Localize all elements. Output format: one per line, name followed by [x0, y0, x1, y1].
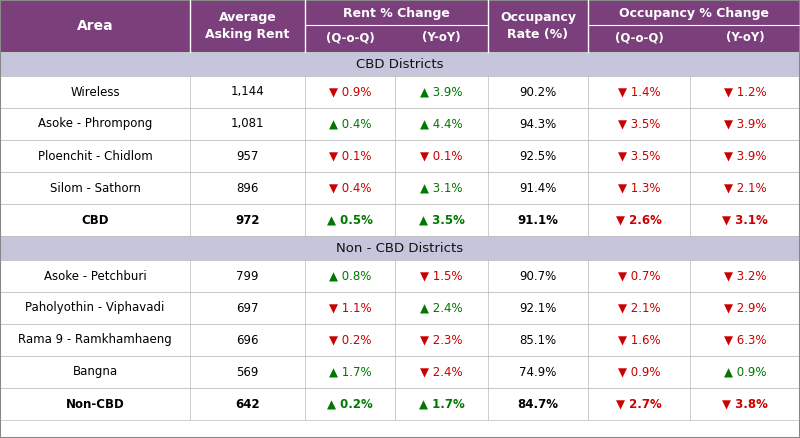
- Text: ▼ 2.4%: ▼ 2.4%: [420, 365, 463, 378]
- Text: 94.3%: 94.3%: [519, 117, 557, 131]
- Text: Non-CBD: Non-CBD: [66, 398, 124, 410]
- Text: ▼ 2.7%: ▼ 2.7%: [616, 398, 662, 410]
- Text: ▼ 3.5%: ▼ 3.5%: [618, 117, 660, 131]
- Bar: [0, 140, 800, 172]
- Text: ▼ 3.5%: ▼ 3.5%: [618, 149, 660, 162]
- Text: ▲ 0.5%: ▲ 0.5%: [327, 213, 373, 226]
- Bar: [0, 324, 800, 356]
- Text: Bangna: Bangna: [73, 365, 118, 378]
- Text: ▼ 1.2%: ▼ 1.2%: [724, 85, 766, 99]
- Text: 92.1%: 92.1%: [519, 301, 557, 314]
- Text: ▲ 0.4%: ▲ 0.4%: [329, 117, 371, 131]
- Text: ▲ 3.9%: ▲ 3.9%: [420, 85, 462, 99]
- Text: (Y-oY): (Y-oY): [726, 32, 764, 45]
- Text: 84.7%: 84.7%: [518, 398, 558, 410]
- Bar: [0, 172, 800, 204]
- Text: Wireless: Wireless: [70, 85, 120, 99]
- Text: ▼ 0.1%: ▼ 0.1%: [420, 149, 462, 162]
- Text: CBD Districts: CBD Districts: [356, 57, 444, 71]
- Text: 972: 972: [235, 213, 260, 226]
- Bar: [0, 108, 800, 140]
- Text: (Q-o-Q): (Q-o-Q): [614, 32, 663, 45]
- Text: ▼ 2.9%: ▼ 2.9%: [724, 301, 766, 314]
- Text: 1,144: 1,144: [230, 85, 264, 99]
- Text: CBD: CBD: [82, 213, 109, 226]
- Text: 90.7%: 90.7%: [519, 269, 557, 283]
- Bar: [0, 388, 800, 420]
- Bar: [0, 260, 800, 292]
- Text: ▼ 2.1%: ▼ 2.1%: [724, 181, 766, 194]
- Bar: [0, 356, 800, 388]
- Text: 1,081: 1,081: [230, 117, 264, 131]
- Text: ▼ 3.1%: ▼ 3.1%: [722, 213, 768, 226]
- Bar: [0, 76, 800, 108]
- Text: 696: 696: [236, 333, 258, 346]
- Text: ▼ 2.3%: ▼ 2.3%: [420, 333, 462, 346]
- Text: ▼ 0.1%: ▼ 0.1%: [329, 149, 371, 162]
- Bar: [0, 52, 800, 76]
- Text: ▲ 3.1%: ▲ 3.1%: [420, 181, 462, 194]
- Text: Average
Asking Rent: Average Asking Rent: [206, 11, 290, 41]
- Text: ▲ 1.7%: ▲ 1.7%: [418, 398, 464, 410]
- Text: ▲ 0.9%: ▲ 0.9%: [724, 365, 766, 378]
- Text: ▼ 2.1%: ▼ 2.1%: [618, 301, 660, 314]
- Text: 569: 569: [236, 365, 258, 378]
- Bar: [0, 0, 800, 52]
- Text: ▲ 0.2%: ▲ 0.2%: [327, 398, 373, 410]
- Text: Rama 9 - Ramkhamhaeng: Rama 9 - Ramkhamhaeng: [18, 333, 172, 346]
- Text: ▲ 0.8%: ▲ 0.8%: [329, 269, 371, 283]
- Text: ▼ 3.9%: ▼ 3.9%: [724, 149, 766, 162]
- Text: Occupancy % Change: Occupancy % Change: [619, 7, 769, 20]
- Text: ▼ 0.9%: ▼ 0.9%: [618, 365, 660, 378]
- Text: ▲ 3.5%: ▲ 3.5%: [418, 213, 465, 226]
- Bar: [0, 236, 800, 260]
- Text: ▼ 0.2%: ▼ 0.2%: [329, 333, 371, 346]
- Text: ▼ 3.9%: ▼ 3.9%: [724, 117, 766, 131]
- Text: 92.5%: 92.5%: [519, 149, 557, 162]
- Text: Asoke - Phrompong: Asoke - Phrompong: [38, 117, 152, 131]
- Bar: [0, 292, 800, 324]
- Text: Paholyothin - Viphavadi: Paholyothin - Viphavadi: [26, 301, 165, 314]
- Text: ▼ 1.1%: ▼ 1.1%: [329, 301, 371, 314]
- Text: ▼ 0.4%: ▼ 0.4%: [329, 181, 371, 194]
- Text: Asoke - Petchburi: Asoke - Petchburi: [44, 269, 146, 283]
- Text: ▼ 0.9%: ▼ 0.9%: [329, 85, 371, 99]
- Text: 90.2%: 90.2%: [519, 85, 557, 99]
- Text: 957: 957: [236, 149, 258, 162]
- Text: ▼ 1.4%: ▼ 1.4%: [618, 85, 660, 99]
- Text: Rent % Change: Rent % Change: [343, 7, 450, 20]
- Text: 896: 896: [236, 181, 258, 194]
- Text: ▲ 2.4%: ▲ 2.4%: [420, 301, 463, 314]
- Text: ▼ 3.2%: ▼ 3.2%: [724, 269, 766, 283]
- Bar: [0, 204, 800, 236]
- Text: ▼ 1.6%: ▼ 1.6%: [618, 333, 660, 346]
- Text: ▼ 0.7%: ▼ 0.7%: [618, 269, 660, 283]
- Text: ▼ 2.6%: ▼ 2.6%: [616, 213, 662, 226]
- Text: 799: 799: [236, 269, 258, 283]
- Text: 74.9%: 74.9%: [519, 365, 557, 378]
- Text: Ploenchit - Chidlom: Ploenchit - Chidlom: [38, 149, 152, 162]
- Text: 91.4%: 91.4%: [519, 181, 557, 194]
- Text: 85.1%: 85.1%: [519, 333, 557, 346]
- Text: Silom - Sathorn: Silom - Sathorn: [50, 181, 141, 194]
- Text: ▲ 4.4%: ▲ 4.4%: [420, 117, 463, 131]
- Text: (Q-o-Q): (Q-o-Q): [326, 32, 374, 45]
- Text: 91.1%: 91.1%: [518, 213, 558, 226]
- Text: ▼ 1.5%: ▼ 1.5%: [420, 269, 462, 283]
- Text: Area: Area: [77, 19, 114, 33]
- Text: ▼ 3.8%: ▼ 3.8%: [722, 398, 768, 410]
- Text: ▲ 1.7%: ▲ 1.7%: [329, 365, 371, 378]
- Text: ▼ 6.3%: ▼ 6.3%: [724, 333, 766, 346]
- Text: Occupancy
Rate (%): Occupancy Rate (%): [500, 11, 576, 41]
- Text: ▼ 1.3%: ▼ 1.3%: [618, 181, 660, 194]
- Text: 642: 642: [235, 398, 260, 410]
- Text: Non - CBD Districts: Non - CBD Districts: [337, 241, 463, 254]
- Text: 697: 697: [236, 301, 258, 314]
- Text: (Y-oY): (Y-oY): [422, 32, 461, 45]
